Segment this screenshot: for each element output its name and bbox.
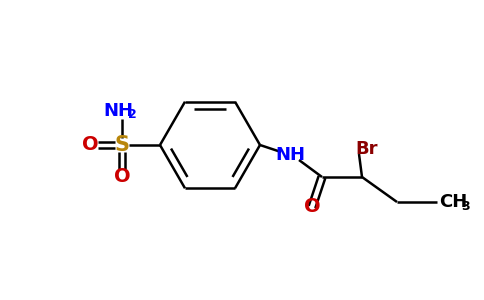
Text: NH: NH xyxy=(275,146,305,164)
Text: NH: NH xyxy=(103,102,133,120)
Text: S: S xyxy=(115,135,130,155)
Text: 2: 2 xyxy=(128,107,136,121)
Text: O: O xyxy=(303,197,320,217)
Text: Br: Br xyxy=(356,140,378,158)
Text: O: O xyxy=(82,136,98,154)
Text: CH: CH xyxy=(439,193,467,211)
Text: O: O xyxy=(114,167,130,187)
Text: 3: 3 xyxy=(462,200,470,212)
